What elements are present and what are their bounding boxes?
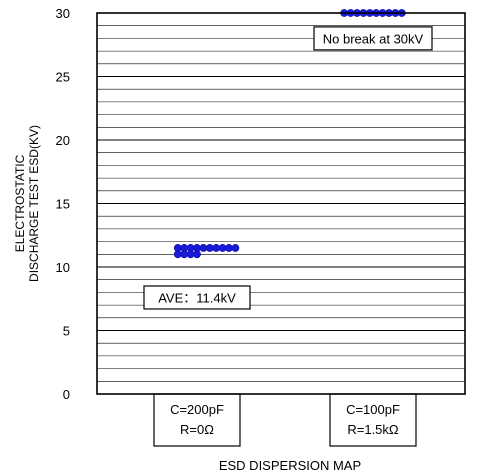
y-tick-label: 5 [63, 324, 70, 339]
plot-frame [96, 12, 466, 395]
annotation-text: AVE：11.4kV [158, 290, 236, 305]
category-label: C=200pF [170, 402, 224, 417]
annotation-box [313, 26, 433, 51]
category-label: R=1.5kΩ [347, 422, 399, 437]
y-tick-label: 20 [56, 133, 70, 148]
category-box [153, 393, 241, 447]
grid-lines [97, 25, 465, 382]
x-axis-label: ESD DISPERSION MAP [219, 458, 361, 473]
y-tick-labels: 0 5 10 15 20 25 30 [56, 6, 70, 402]
y-tick-label: 30 [56, 6, 70, 21]
annotations: No break at 30kV AVE：11.4kV [143, 26, 433, 310]
data-point [231, 244, 240, 252]
y-tick-label: 0 [63, 387, 70, 402]
category-box [329, 393, 417, 447]
annotation-box [143, 285, 251, 310]
y-tick-label: 25 [56, 70, 70, 85]
y-tick-label: 10 [56, 260, 70, 275]
category-label: R=0Ω [180, 422, 214, 437]
y-axis-label-line-2: DISCHARGE TEST ESD(KV) [27, 125, 41, 282]
annotation-text: No break at 30kV [323, 31, 424, 46]
category-boxes: C=200pF R=0Ω C=100pF R=1.5kΩ [153, 393, 417, 447]
y-tick-label: 15 [56, 197, 70, 212]
category-label: C=100pF [346, 402, 400, 417]
y-axis-label-line-1: ELECTROSTATIC [13, 154, 27, 252]
